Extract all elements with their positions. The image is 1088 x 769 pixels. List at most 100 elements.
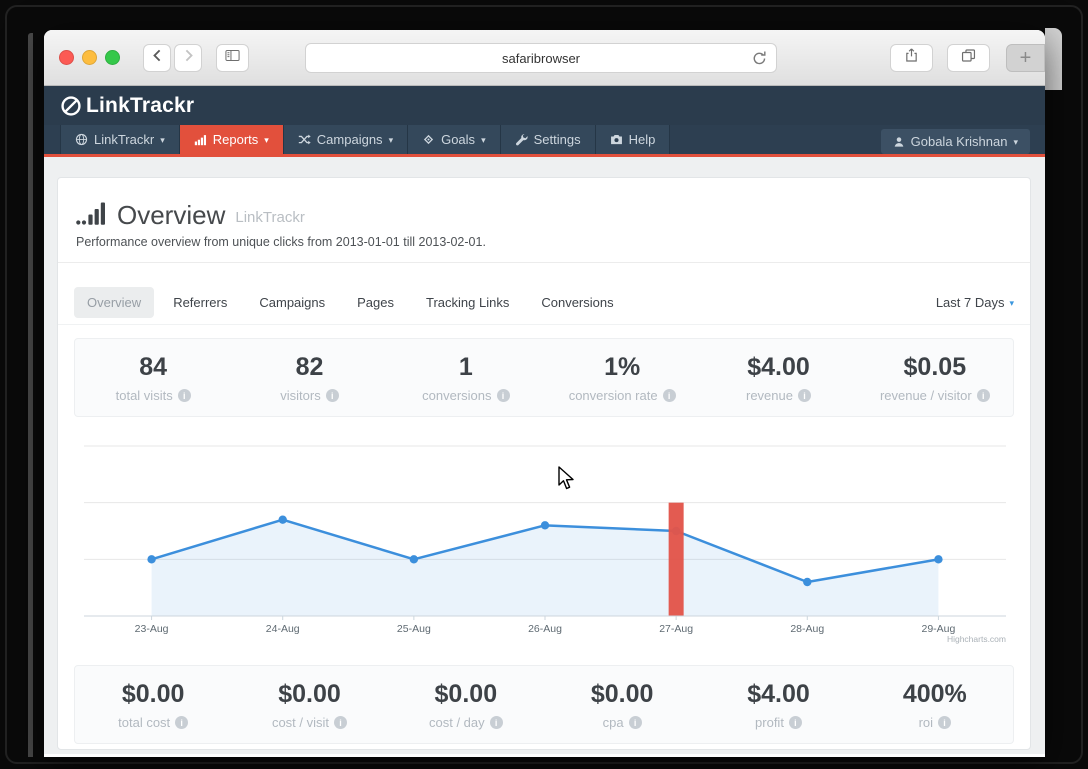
stat-conversion-rate: 1% conversion rate i: [544, 353, 700, 403]
nav-item-linktrackr[interactable]: LinkTrackr ▾: [60, 125, 180, 154]
tab-campaigns[interactable]: Campaigns: [259, 295, 326, 310]
info-icon[interactable]: i: [489, 716, 503, 729]
tab-referrers[interactable]: Referrers: [173, 295, 228, 310]
zoom-window-button[interactable]: [105, 50, 120, 65]
data-point-29-Aug[interactable]: [934, 555, 943, 564]
stat-roi: 400% roi i: [857, 680, 1013, 730]
info-icon[interactable]: i: [797, 389, 811, 402]
nav-item-goals[interactable]: Goals ▾: [408, 125, 501, 154]
user-name: Gobala Krishnan: [910, 134, 1008, 149]
close-window-button[interactable]: [59, 50, 74, 65]
stat-value: $4.00: [747, 680, 810, 708]
back-button[interactable]: [143, 44, 171, 72]
page-subtitle: Performance overview from unique clicks …: [76, 235, 486, 249]
info-icon[interactable]: i: [177, 389, 191, 402]
x-axis-label: 26-Aug: [528, 623, 562, 635]
browser-window: safaribrowser + LinkTrackr LinkTrackr ▾ Re…: [44, 30, 1045, 757]
info-icon[interactable]: i: [175, 716, 189, 729]
stat-visitors: 82 visitors i: [231, 353, 387, 403]
tab-tracking-links[interactable]: Tracking Links: [426, 295, 510, 310]
stat-revenue-visitor: $0.05 revenue / visitor i: [857, 353, 1013, 403]
stat-label: cost / day: [429, 715, 485, 730]
chevron-down-icon: ▾: [1013, 137, 1018, 147]
data-point-24-Aug[interactable]: [278, 515, 287, 524]
stat-total-visits: 84 total visits i: [75, 353, 231, 403]
info-icon[interactable]: i: [662, 389, 676, 402]
reload-icon[interactable]: [750, 49, 769, 68]
title-block: Overview LinkTrackr Performance overview…: [58, 178, 1030, 263]
stat-label: revenue / visitor: [879, 388, 972, 403]
stats-row-top: 84 total visits i 82 visitors i 1 conversions i 1…: [74, 338, 1014, 417]
nav-item-label: LinkTrackr: [94, 132, 155, 147]
chevron-down-icon: ▾: [1009, 298, 1014, 308]
nav-item-reports[interactable]: Reports ▾: [179, 125, 284, 154]
nav-item-label: Help: [628, 132, 656, 147]
data-point-25-Aug[interactable]: [409, 555, 419, 564]
chevron-down-icon: ▾: [388, 135, 394, 145]
stat-label: cpa: [602, 715, 624, 730]
x-axis-label: 25-Aug: [397, 623, 431, 635]
stats-row-bottom: $0.00 total cost i $0.00 cost / visit i $0.00 c…: [74, 665, 1014, 744]
nav-item-campaigns[interactable]: Campaigns ▾: [283, 125, 409, 154]
share-button[interactable]: [890, 44, 933, 72]
highlight-column-27-Aug[interactable]: [668, 502, 684, 616]
info-icon[interactable]: i: [628, 716, 642, 729]
chevron-left-icon: [149, 47, 166, 69]
info-icon[interactable]: i: [788, 716, 802, 729]
info-icon[interactable]: i: [938, 716, 952, 729]
data-point-26-Aug[interactable]: [540, 521, 550, 530]
address-text: safaribrowser: [501, 50, 581, 66]
background-window-edge-right: [1045, 28, 1062, 90]
data-point-23-Aug[interactable]: [147, 555, 156, 564]
stat-label: conversion rate: [568, 388, 658, 403]
stat-label: total cost: [118, 715, 171, 730]
globe-icon: [75, 133, 88, 146]
stat-conversions: 1 conversions i: [388, 353, 544, 403]
minimize-window-button[interactable]: [82, 50, 97, 65]
camera-icon: [610, 133, 623, 146]
chart-credit[interactable]: Highcharts.com: [947, 634, 1006, 644]
stat-label: visitors: [280, 388, 321, 403]
stat-profit: $4.00 profit i: [700, 680, 856, 730]
forward-button[interactable]: [174, 44, 202, 72]
stat-total-cost: $0.00 total cost i: [75, 680, 231, 730]
info-icon[interactable]: i: [325, 389, 339, 402]
shuffle-icon: [298, 133, 311, 146]
app-header: LinkTrackr: [44, 86, 1045, 125]
linktrackr-logo-icon: [60, 95, 82, 117]
share-icon: [903, 47, 920, 69]
page-title-suffix: LinkTrackr: [235, 209, 305, 226]
overview-card: Overview LinkTrackr Performance overview…: [57, 177, 1031, 750]
stat-value: 84: [139, 353, 168, 381]
sidebar-icon: [224, 47, 241, 69]
info-icon[interactable]: i: [976, 389, 990, 402]
show-tabs-button[interactable]: [947, 44, 990, 72]
info-icon[interactable]: i: [334, 716, 348, 729]
tab-pages[interactable]: Pages: [357, 295, 395, 310]
tab-overview[interactable]: Overview: [74, 287, 155, 318]
data-point-28-Aug[interactable]: [803, 577, 812, 587]
nav-item-label: Settings: [533, 132, 581, 147]
x-axis-label: 24-Aug: [266, 623, 300, 635]
stat-label: roi: [918, 715, 934, 730]
info-icon[interactable]: i: [496, 389, 510, 402]
page-title: Overview: [117, 200, 226, 230]
nav-item-label: Reports: [212, 132, 259, 147]
nav-item-help[interactable]: Help: [595, 125, 671, 154]
nav-item-settings[interactable]: Settings: [500, 125, 596, 154]
stat-cost-day: $0.00 cost / day i: [388, 680, 544, 730]
date-range-dropdown[interactable]: Last 7 Days ▾: [936, 295, 1014, 310]
visits-chart[interactable]: 23-Aug 24-Aug 25-Aug 26-Aug 27-Aug 28-Aug 29-A…: [74, 426, 1014, 652]
x-axis-label: 27-Aug: [659, 623, 693, 635]
address-bar[interactable]: safaribrowser: [305, 43, 777, 73]
stat-cost-visit: $0.00 cost / visit i: [231, 680, 387, 730]
chevron-down-icon: ▾: [160, 135, 165, 145]
logo-text: LinkTrackr: [86, 93, 195, 117]
sidebar-toggle-button[interactable]: [216, 44, 249, 72]
new-tab-button[interactable]: +: [1006, 44, 1045, 72]
stat-label: total visits: [115, 388, 173, 403]
stat-value: 82: [295, 353, 324, 381]
tab-conversions[interactable]: Conversions: [541, 295, 614, 310]
linktrackr-logo[interactable]: LinkTrackr: [60, 94, 194, 118]
user-menu[interactable]: Gobala Krishnan ▾: [880, 129, 1030, 154]
